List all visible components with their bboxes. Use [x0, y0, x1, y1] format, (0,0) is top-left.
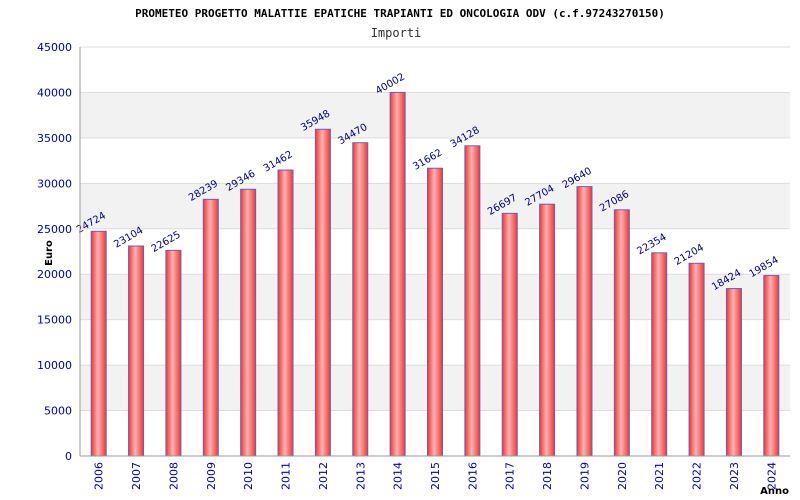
bar	[688, 262, 705, 457]
y-tick-label: 45000	[37, 41, 72, 54]
x-tick-label: 2023	[728, 462, 741, 490]
y-tick-label: 5000	[44, 405, 72, 418]
bar	[725, 288, 742, 457]
x-tick-label: 2021	[653, 462, 666, 490]
bar	[389, 91, 406, 457]
x-tick-label: 2024	[765, 462, 778, 490]
bar	[90, 230, 107, 457]
x-tick-label: 2016	[466, 462, 479, 490]
bar	[501, 212, 518, 457]
chart-title: PROMETEO PROGETTO MALATTIE EPATICHE TRAP…	[135, 7, 665, 20]
bar	[240, 188, 257, 457]
x-tick-label: 2007	[130, 462, 143, 490]
y-tick-label: 40000	[37, 86, 72, 99]
x-tick-label: 2019	[578, 462, 591, 490]
x-tick-label: 2006	[93, 462, 106, 490]
x-tick-label: 2012	[317, 462, 330, 490]
x-tick-label: 2010	[242, 462, 255, 490]
bar	[651, 252, 668, 457]
x-tick-label: 2008	[167, 462, 180, 490]
y-tick-label: 10000	[37, 359, 72, 372]
y-tick-label: 15000	[37, 314, 72, 327]
x-tick-label: 2017	[504, 462, 517, 490]
bar	[128, 245, 145, 457]
bars	[90, 91, 780, 457]
bar	[352, 142, 369, 457]
bar	[539, 203, 556, 457]
x-tick-label: 2022	[691, 462, 704, 490]
x-tick-label: 2020	[616, 462, 629, 490]
x-tick-labels: 2006 2007 2008 2009 2010 2011 2012 2013 2014 2015…	[93, 462, 779, 490]
y-tick-labels: 0 5000 10000 15000 20000 25000 30000 35000 40000…	[37, 41, 72, 463]
bar	[202, 198, 219, 457]
x-tick-label: 2013	[354, 462, 367, 490]
x-tick-label: 2011	[280, 462, 293, 490]
y-tick-label: 30000	[37, 177, 72, 190]
bar	[464, 145, 481, 457]
chart-subtitle: Importi	[371, 26, 422, 40]
bar	[165, 249, 182, 457]
bar	[576, 186, 593, 457]
x-tick-label: 2014	[392, 462, 405, 490]
y-axis-label: Euro	[44, 240, 55, 266]
bar	[314, 128, 331, 457]
bar	[277, 169, 294, 457]
bar	[427, 167, 443, 457]
y-tick-label: 35000	[37, 132, 72, 145]
y-tick-label: 25000	[37, 223, 72, 236]
x-tick-label: 2009	[205, 462, 218, 490]
x-tick-label: 2015	[429, 462, 442, 490]
bar	[763, 275, 780, 457]
y-tick-label: 20000	[37, 268, 72, 281]
x-axis-label: Anno	[760, 486, 789, 497]
x-tick-label: 2018	[541, 462, 554, 490]
y-tick-label: 0	[65, 450, 72, 463]
grid-band	[80, 92, 790, 138]
bar	[613, 209, 630, 457]
